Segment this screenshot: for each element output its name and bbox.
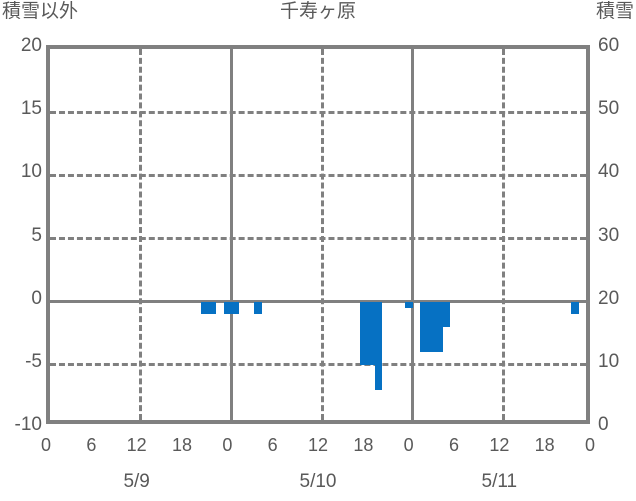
y-axis-tick-label-right: 40 — [598, 161, 620, 183]
x-axis-day-label: 5/10 — [299, 471, 337, 492]
bar — [223, 301, 239, 315]
zero-line — [50, 300, 586, 304]
horizontal-gridline — [50, 110, 586, 114]
horizontal-gridline — [50, 237, 586, 240]
bar — [374, 301, 383, 391]
bar — [254, 301, 262, 315]
bar — [442, 301, 451, 327]
y-axis-tick-label-left: 0 — [31, 287, 42, 309]
bar — [359, 301, 375, 365]
bar — [201, 301, 217, 315]
x-axis-day-label: 5/9 — [123, 471, 150, 492]
x-axis-tick-label: 12 — [307, 435, 329, 455]
x-axis-tick-label: 18 — [534, 435, 555, 455]
x-axis-tick-label: 0 — [40, 435, 51, 455]
bar — [420, 301, 443, 353]
bar — [405, 301, 413, 308]
x-axis-tick-label: 0 — [584, 435, 595, 455]
horizontal-gridline — [50, 363, 586, 367]
y-axis-tick-label-right: 60 — [598, 35, 620, 56]
right-axis-title: 積雪 — [595, 1, 634, 22]
y-axis-tick-label-left: -5 — [25, 350, 42, 372]
x-axis-day-label: 5/11 — [481, 471, 518, 492]
day-boundary-line — [229, 49, 233, 420]
chart-title: 千寿ヶ原 — [279, 1, 356, 22]
x-axis-tick-label: 18 — [353, 435, 374, 455]
x-axis-tick-label: 6 — [267, 435, 278, 455]
bar — [571, 301, 579, 315]
plot-inner — [50, 49, 586, 420]
horizontal-gridline — [50, 173, 586, 177]
day-boundary-line — [411, 49, 415, 420]
plot-area — [46, 45, 590, 424]
x-axis-tick-label: 18 — [171, 435, 193, 455]
x-axis-tick-label: 12 — [126, 435, 147, 455]
y-axis-tick-label-left: 20 — [20, 35, 42, 56]
x-axis-tick-label: 0 — [222, 435, 233, 455]
y-axis-tick-label-right: 0 — [598, 414, 609, 435]
y-axis-tick-label-left: -10 — [14, 414, 42, 435]
left-axis-title: 積雪以外 — [2, 1, 79, 22]
x-axis-tick-label: 6 — [86, 435, 97, 455]
y-axis-tick-label-left: 15 — [20, 98, 42, 120]
y-axis-tick-label-right: 50 — [598, 98, 620, 120]
vertical-gridline — [139, 49, 143, 420]
y-axis-tick-label-right: 30 — [598, 224, 620, 246]
y-axis-tick-label-right: 20 — [598, 287, 620, 309]
vertical-gridline — [320, 49, 324, 420]
x-axis-tick-label: 6 — [448, 435, 459, 455]
y-axis-tick-label-left: 10 — [20, 161, 42, 183]
x-axis-tick-label: 0 — [403, 435, 414, 455]
y-axis-tick-label-left: 5 — [31, 224, 42, 246]
vertical-gridline — [501, 49, 505, 420]
y-axis-tick-label-right: 10 — [598, 350, 620, 372]
x-axis-tick-label: 12 — [489, 435, 510, 455]
